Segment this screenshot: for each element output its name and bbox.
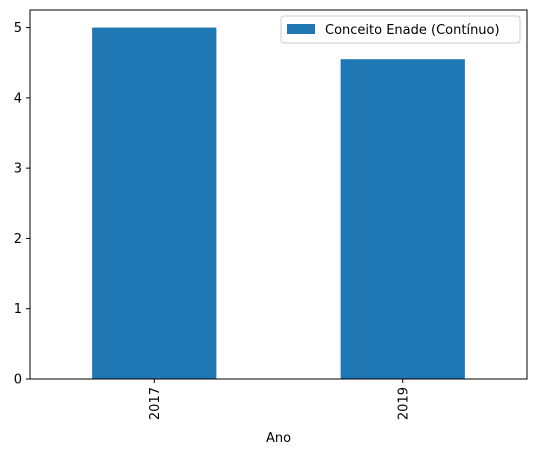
bar-2017 (92, 27, 217, 379)
y-tick-label: 4 (14, 91, 22, 106)
x-axis: 2017 2019 (148, 379, 411, 420)
x-axis-label: Ano (266, 431, 291, 446)
y-axis: 0 1 2 3 4 5 (14, 21, 30, 388)
axes-frame (29, 9, 528, 380)
x-tick-label: 2019 (396, 387, 411, 420)
y-tick-label: 0 (14, 373, 22, 388)
y-tick-label: 1 (14, 302, 22, 317)
plot-area (92, 27, 465, 379)
legend: Conceito Enade (Contínuo) (280, 15, 521, 44)
bar-2019 (340, 59, 465, 379)
legend-box (280, 15, 521, 44)
y-tick-label: 2 (14, 232, 22, 247)
x-tick-label: 2017 (148, 387, 163, 420)
y-tick-label: 3 (14, 162, 22, 177)
legend-label: Conceito Enade (Contínuo) (325, 23, 500, 38)
y-tick-label: 5 (14, 21, 22, 36)
legend-swatch (287, 24, 315, 34)
